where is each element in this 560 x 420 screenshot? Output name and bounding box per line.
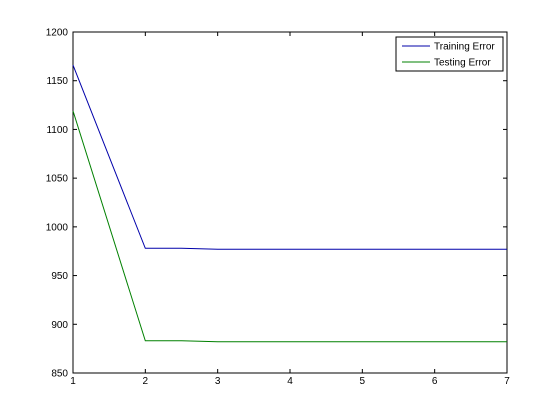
x-tick-label: 3 [215,376,221,387]
y-tick-label: 950 [51,271,68,282]
series-line-testing-error [72,110,507,343]
y-tick-label: 1150 [46,76,68,87]
series-lines [72,64,507,343]
plot-area [72,31,508,374]
y-tick-label: 1000 [46,222,69,233]
series-line-training-error [72,64,507,250]
x-tick-label: 1 [70,376,76,387]
legend-box [395,36,504,72]
x-tick-label: 6 [432,376,438,387]
x-tick-label: 5 [360,376,366,387]
legend-label-testing-error: Testing Error [434,58,491,69]
axis-ticks: 1 2 3 4 5 6 7 850 900 950 1000 1050 1100 1150 1200 [46,28,510,388]
y-tick-label: 850 [51,369,68,380]
x-tick-label: 7 [504,376,510,387]
x-tick-label: 4 [287,376,293,387]
x-tick-label: 2 [143,376,149,387]
y-tick-label: 900 [51,320,68,331]
legend: Training Error Testing Error [395,36,504,72]
y-tick-label: 1050 [46,174,69,185]
legend-label-training-error: Training Error [434,42,495,53]
y-tick-label: 1100 [46,125,68,136]
y-tick-label: 1200 [46,28,69,39]
